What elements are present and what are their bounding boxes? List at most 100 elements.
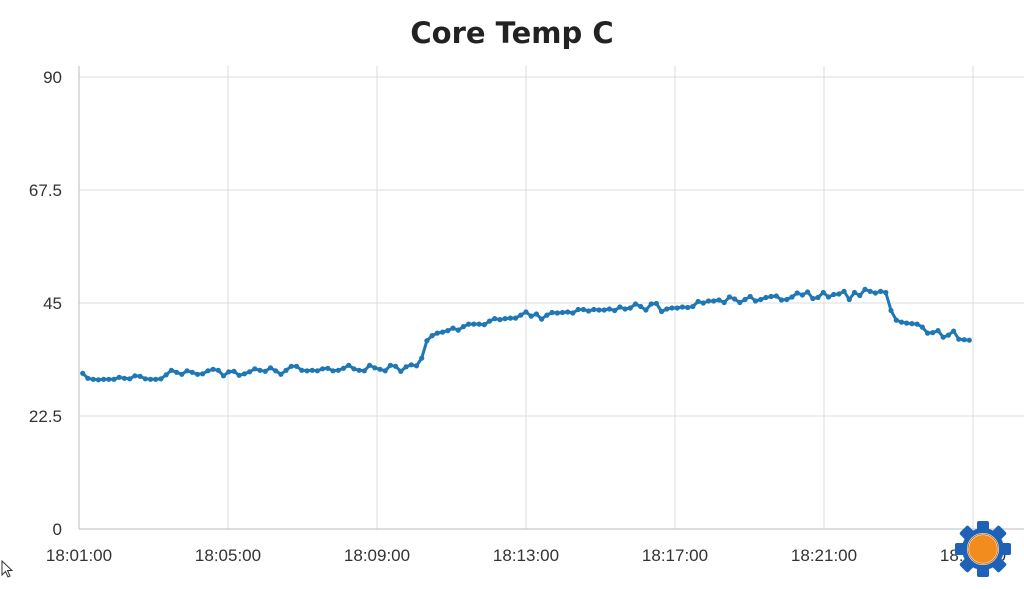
series-temperature xyxy=(80,286,972,383)
data-point xyxy=(80,370,86,376)
data-point xyxy=(377,366,383,372)
data-point xyxy=(935,328,941,334)
data-point xyxy=(794,290,800,296)
data-point xyxy=(925,330,931,336)
axes xyxy=(78,66,1024,530)
data-point xyxy=(888,307,894,314)
data-point xyxy=(831,291,837,298)
data-point xyxy=(189,369,195,375)
data-point xyxy=(966,337,972,343)
data-point xyxy=(533,311,540,317)
data-point xyxy=(231,368,237,374)
y-tick-label: 90 xyxy=(43,68,62,87)
data-point xyxy=(679,304,686,310)
data-point xyxy=(867,288,873,294)
data-point xyxy=(372,365,378,371)
x-axis-ticks: 18:01:00 18:05:00 18:09:00 18:13:00 18:17:00… xyxy=(46,546,1006,565)
data-point xyxy=(763,294,769,301)
data-point xyxy=(940,334,946,340)
data-point xyxy=(200,371,206,377)
data-point xyxy=(492,316,498,322)
data-point xyxy=(476,321,482,327)
data-point xyxy=(367,362,373,368)
data-point xyxy=(179,371,185,377)
data-point xyxy=(497,317,503,323)
data-point xyxy=(580,306,587,313)
data-point xyxy=(236,372,242,378)
data-point xyxy=(559,309,566,316)
data-point xyxy=(846,296,852,303)
data-point xyxy=(862,286,868,292)
data-point xyxy=(565,309,571,315)
data-point xyxy=(878,288,884,294)
data-point xyxy=(705,298,712,304)
data-point xyxy=(466,321,472,327)
data-point xyxy=(314,368,320,374)
data-point xyxy=(674,305,680,311)
data-point xyxy=(841,288,847,294)
data-point xyxy=(424,338,430,344)
y-tick-label: 0 xyxy=(53,520,62,539)
data-point xyxy=(570,310,576,316)
data-point xyxy=(90,376,96,382)
data-point xyxy=(320,366,326,372)
data-point xyxy=(403,364,409,370)
data-point xyxy=(174,369,180,375)
data-point xyxy=(398,368,404,374)
data-point xyxy=(325,365,331,371)
data-point xyxy=(127,376,133,382)
data-point xyxy=(356,367,362,373)
data-point xyxy=(523,309,529,315)
data-point xyxy=(544,312,550,318)
data-point xyxy=(351,366,357,372)
data-point xyxy=(653,300,660,307)
data-point xyxy=(262,368,268,374)
data-point xyxy=(690,303,696,310)
data-point xyxy=(606,306,613,312)
data-point xyxy=(648,301,654,307)
x-tick-label: 18:09:00 xyxy=(344,546,410,565)
data-point xyxy=(273,368,279,374)
data-point xyxy=(883,289,889,296)
data-point xyxy=(142,376,148,382)
data-point xyxy=(153,376,159,382)
data-point xyxy=(872,290,879,296)
data-point xyxy=(627,305,633,311)
x-tick-label: 18:01:00 xyxy=(46,546,112,565)
data-point xyxy=(450,325,456,331)
data-point xyxy=(304,368,310,374)
data-point xyxy=(387,362,393,368)
data-point xyxy=(851,289,858,296)
data-point xyxy=(101,376,107,382)
data-point xyxy=(257,367,263,373)
data-point xyxy=(836,291,842,297)
data-point xyxy=(413,363,420,369)
data-point xyxy=(137,373,143,379)
data-point xyxy=(961,337,967,343)
data-point xyxy=(898,319,905,325)
y-tick-label: 45 xyxy=(43,294,62,313)
data-point xyxy=(247,369,253,375)
data-point xyxy=(914,321,920,327)
data-point xyxy=(815,294,821,301)
data-point xyxy=(95,377,101,383)
data-point xyxy=(596,307,602,313)
data-point xyxy=(340,365,347,371)
settings-button[interactable] xyxy=(954,520,1012,578)
data-point xyxy=(460,324,466,330)
data-point xyxy=(659,308,665,315)
data-point xyxy=(299,367,305,373)
data-point xyxy=(591,306,597,313)
data-point xyxy=(486,318,493,324)
data-point xyxy=(408,362,414,368)
data-point xyxy=(732,296,738,302)
data-point xyxy=(184,368,190,374)
data-point xyxy=(601,307,607,313)
y-tick-label: 22.5 xyxy=(29,407,62,426)
data-point xyxy=(194,371,201,377)
data-point xyxy=(210,366,216,372)
data-point xyxy=(309,367,315,373)
data-point xyxy=(773,293,779,299)
data-point xyxy=(726,294,733,300)
